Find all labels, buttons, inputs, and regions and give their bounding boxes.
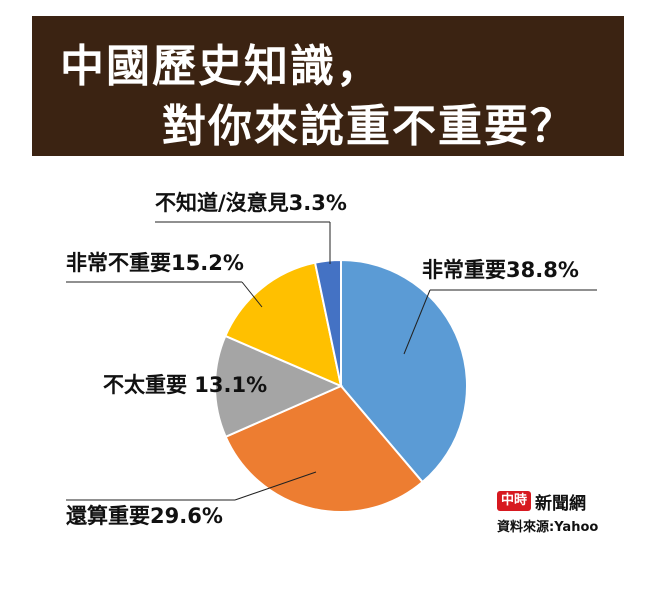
pie-slice-5 [313, 258, 342, 387]
slice-label-2: 還算重要29.6% [66, 504, 223, 528]
brand-badge: 中時 [497, 491, 532, 511]
leader-line-4 [241, 281, 263, 308]
slice-label-3: 不太重要 13.1% [103, 373, 267, 397]
brand-logo: 中時 新聞網 [497, 490, 587, 514]
pie-slice-2 [224, 384, 424, 513]
title-line-2: 對你來說重不重要？ [162, 101, 576, 152]
pie-slice-3 [213, 334, 344, 439]
leader-line-1 [403, 289, 431, 355]
slice-label-1: 非常重要38.8% [422, 258, 579, 282]
brand-name: 新聞網 [535, 493, 587, 514]
source-note: 資料來源:Yahoo [497, 520, 599, 535]
pie-slice-1 [340, 258, 468, 484]
leader-line-2 [234, 471, 317, 501]
title-banner: 中國歷史知識， 對你來說重不重要？ [32, 16, 624, 156]
pie-slice-4 [224, 261, 343, 388]
slice-label-5: 不知道/沒意見3.3% [155, 191, 347, 215]
slice-label-4: 非常不重要15.2% [66, 251, 244, 275]
title-line-1: 中國歷史知識， [60, 41, 382, 92]
